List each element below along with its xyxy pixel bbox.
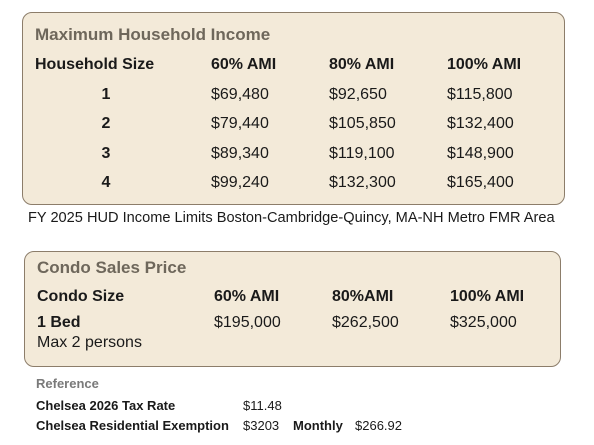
household-size: 2 (101, 115, 111, 133)
caption: FY 2025 HUD Income Limits Boston-Cambrid… (28, 210, 555, 226)
reference-value: $266.92 (355, 417, 402, 433)
reference-value: $11.48 (243, 398, 282, 413)
reference-label: Monthly (293, 417, 343, 433)
income-cell: $79,440 (211, 115, 269, 133)
income-cell: $132,400 (447, 115, 514, 133)
column-header: 100% AMI (450, 288, 525, 305)
reference-label: Chelsea Residential Exemption (36, 417, 229, 433)
household-size: 1 (101, 86, 111, 103)
income-cell: $165,400 (447, 173, 514, 191)
condo-size: 1 Bed (37, 314, 81, 331)
income-cell: $115,800 (447, 86, 513, 103)
income-cell: $89,340 (211, 144, 269, 162)
condo-note: Max 2 persons (37, 334, 142, 351)
household-size: 4 (101, 173, 111, 191)
column-header: 60% AMI (214, 288, 280, 305)
reference-label: Chelsea 2026 Tax Rate (36, 398, 176, 413)
column-header: 80% AMI (329, 56, 395, 73)
income-cell: $132,300 (329, 173, 396, 191)
household-size: 3 (101, 144, 111, 162)
condo-panel (24, 251, 561, 367)
column-header: 80%AMI (332, 288, 394, 305)
price-cell: $325,000 (450, 314, 517, 331)
column-header: 60% AMI (211, 56, 277, 73)
column-header: Condo Size (37, 288, 125, 305)
reference-title: Reference (36, 376, 99, 391)
panel-title: Maximum Household Income (35, 25, 271, 44)
income-cell: $105,850 (329, 115, 396, 133)
income-panel (22, 12, 565, 205)
price-cell: $262,500 (332, 314, 399, 331)
income-cell: $119,100 (329, 144, 395, 162)
income-cell: $69,480 (211, 86, 269, 103)
column-header: Household Size (35, 56, 155, 73)
price-cell: $195,000 (214, 314, 281, 331)
income-cell: $148,900 (447, 144, 514, 162)
column-header: 100% AMI (447, 56, 522, 73)
income-cell: $92,650 (329, 86, 387, 103)
panel-title: Condo Sales Price (37, 258, 187, 277)
reference-value: $3203 (243, 417, 280, 433)
income-cell: $99,240 (211, 173, 269, 191)
